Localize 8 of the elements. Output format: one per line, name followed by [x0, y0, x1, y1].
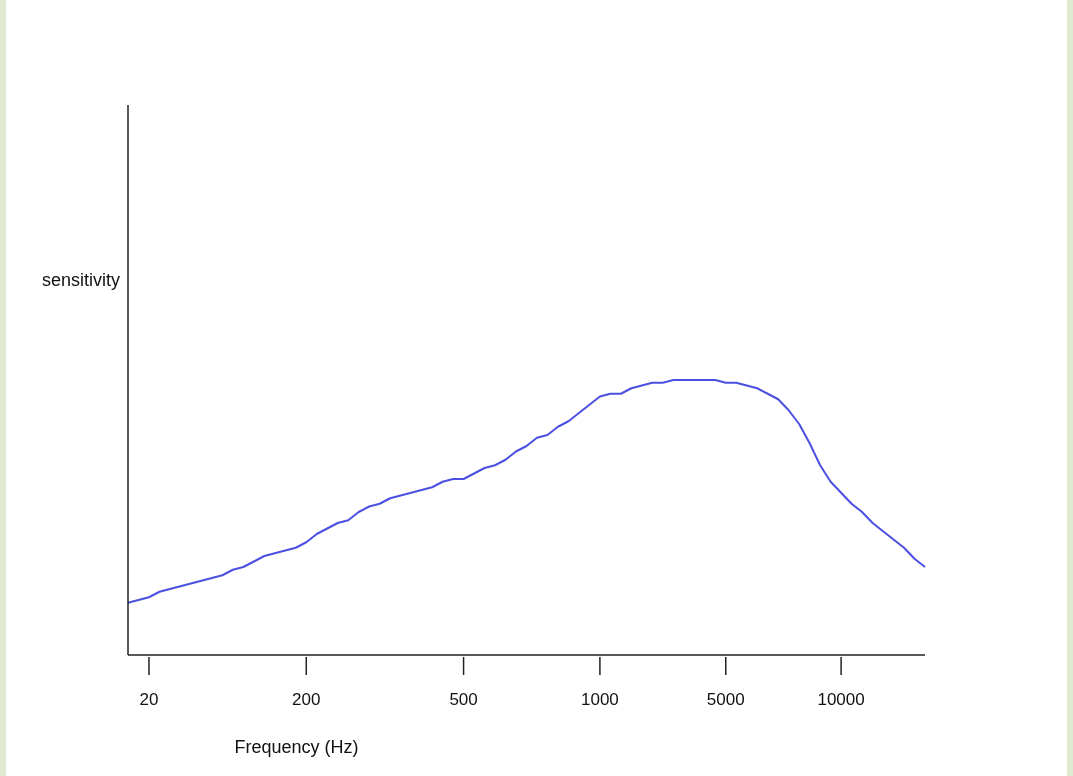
- x-tick-label: 10000: [817, 690, 865, 709]
- x-tick-label: 5000: [706, 690, 745, 709]
- x-tick-label: 500: [449, 690, 478, 709]
- x-tick-label: 200: [292, 690, 321, 709]
- y-axis-title: sensitivity: [41, 270, 120, 291]
- x-tick-label: 1000: [580, 690, 619, 709]
- x-tick-label: 20: [139, 690, 159, 709]
- x-axis-title: Frequency (Hz): [234, 737, 359, 757]
